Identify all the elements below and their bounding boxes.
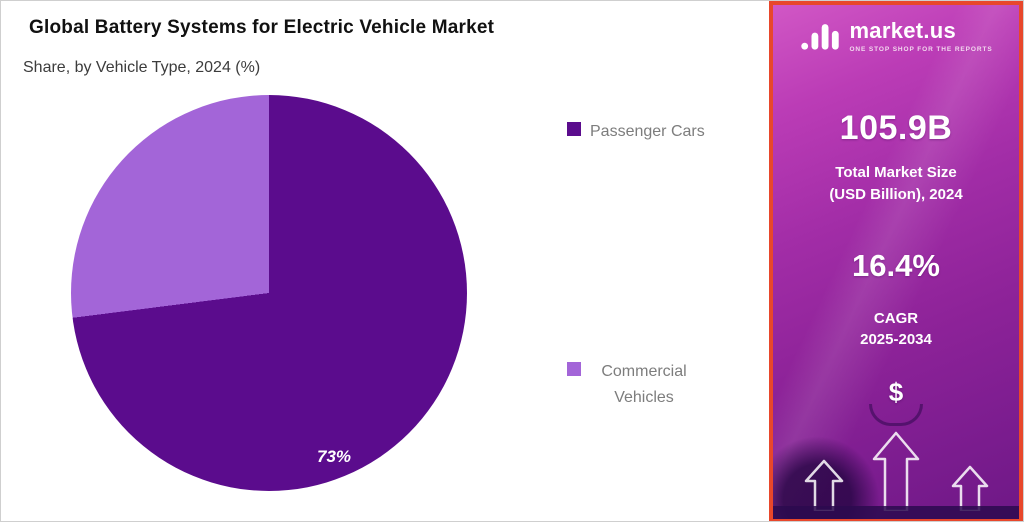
legend-swatch-passenger-cars-icon xyxy=(567,122,581,136)
legend-swatch-commercial-vehicles-icon xyxy=(567,362,581,376)
market-size-label-line2: (USD Billion), 2024 xyxy=(829,185,963,203)
cagr-label: CAGR xyxy=(873,309,919,327)
brand-panel: market.us ONE STOP SHOP FOR THE REPORTS … xyxy=(769,1,1023,521)
legend-label-commercial-vehicles: Commercial Vehicles xyxy=(601,363,687,406)
brand-tagline: ONE STOP SHOP FOR THE REPORTS xyxy=(849,45,993,53)
legend-item-passenger-cars: Passenger Cars xyxy=(567,119,705,145)
cagr-value: 16.4% xyxy=(852,247,940,283)
legend-item-commercial-vehicles: Commercial Vehicles xyxy=(567,359,698,410)
cagr-years-label: 2025-2034 xyxy=(860,331,932,349)
dollar-icon: $ xyxy=(888,377,904,407)
chart-title: Global Battery Systems for Electric Vehi… xyxy=(29,17,495,38)
growth-arrows-icon xyxy=(804,431,989,511)
market-size-value: 105.9B xyxy=(839,109,953,147)
legend-label-passenger-cars: Passenger Cars xyxy=(590,123,705,140)
dollar-arc-decoration xyxy=(869,404,923,426)
marketus-logo-icon xyxy=(801,24,840,50)
chart-subtitle: Share, by Vehicle Type, 2024 (%) xyxy=(23,59,261,76)
brand-text: market.us ONE STOP SHOP FOR THE REPORTS xyxy=(849,18,993,53)
brand-name: market.us xyxy=(849,18,957,44)
pie-slice-label: 73% xyxy=(317,447,352,466)
chart-area: Global Battery Systems for Electric Vehi… xyxy=(1,1,771,521)
brand-header: market.us ONE STOP SHOP FOR THE REPORTS xyxy=(799,19,992,53)
panel-footer-strip xyxy=(773,506,1019,519)
pie-chart: 73% xyxy=(71,95,467,491)
market-size-label-line1: Total Market Size xyxy=(835,164,957,181)
